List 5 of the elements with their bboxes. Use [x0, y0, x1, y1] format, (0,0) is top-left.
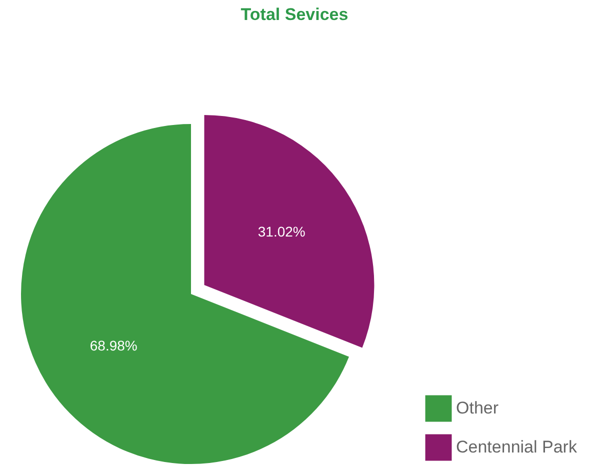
data-label: 68.98% — [90, 338, 138, 354]
chart-title: Total Sevices — [240, 5, 348, 24]
legend-label: Centennial Park — [456, 438, 578, 456]
legend-label: Other — [456, 398, 499, 418]
data-label: 31.02% — [258, 224, 306, 240]
